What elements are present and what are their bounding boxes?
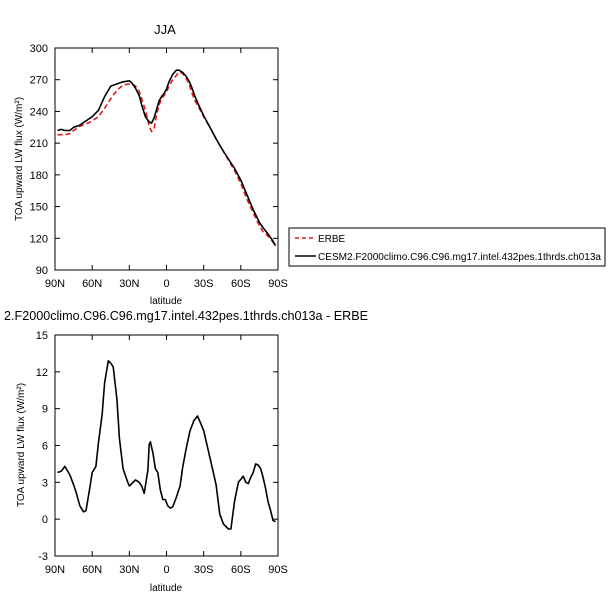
bottom-chart: 2.F2000climo.C96.C96.mg17.intel.432pes.1…	[4, 308, 368, 594]
top-y-tick-label: 300	[30, 43, 48, 55]
bottom-x-tick-label: 30S	[194, 564, 214, 576]
bottom-x-axis: 90N 60N 30N 0 30S 60S 90S	[45, 335, 288, 576]
bottom-y-tick-label: -3	[38, 551, 48, 563]
top-chart-title: JJA	[154, 22, 176, 37]
bottom-y-tick-label: 9	[42, 404, 48, 416]
legend-frame	[288, 227, 606, 267]
bottom-chart-title: 2.F2000climo.C96.C96.mg17.intel.432pes.1…	[4, 308, 368, 323]
top-x-tick-label: 0	[163, 278, 169, 290]
top-x-tick-label: 60S	[231, 278, 251, 290]
bottom-y-axis-label: TOA upward LW flux (W/m²)	[16, 383, 27, 507]
top-series-line-1	[57, 69, 277, 247]
bottom-series-line-0	[57, 359, 276, 530]
top-y-tick-label: 210	[30, 138, 48, 150]
top-y-tick-label: 180	[30, 170, 48, 182]
top-y-tick-label: 150	[30, 202, 48, 214]
top-series-line-0	[57, 71, 277, 247]
bottom-y-tick-label: 6	[42, 441, 48, 453]
top-x-axis: 90N 60N 30N 0 30S 60S 90S	[45, 48, 288, 290]
bottom-x-axis-label: latitude	[150, 583, 183, 594]
top-y-axis-label: TOA upward LW flux (W/m²)	[14, 97, 25, 221]
bottom-x-tick-label: 90N	[45, 564, 65, 576]
top-x-tick-label: 90S	[268, 278, 288, 290]
bottom-x-tick-label: 0	[163, 564, 169, 576]
top-y-tick-label: 120	[30, 233, 48, 245]
top-x-tick-label: 30S	[194, 278, 214, 290]
bottom-x-tick-label: 30N	[119, 564, 139, 576]
bottom-series-group	[57, 359, 276, 530]
top-x-axis-label: latitude	[150, 296, 183, 307]
top-plot-frame	[54, 47, 279, 271]
bottom-x-tick-label: 90S	[268, 564, 288, 576]
bottom-x-tick-label: 60S	[231, 564, 251, 576]
legend: ERBE CESM2.F2000climo.C96.C96.mg17.intel…	[288, 227, 606, 267]
top-y-axis: 90 120 150 180 210 240 270 300	[30, 43, 278, 277]
top-x-tick-label: 60N	[82, 278, 102, 290]
bottom-x-tick-label: 60N	[82, 564, 102, 576]
top-y-tick-label: 270	[30, 75, 48, 87]
bottom-y-tick-label: 12	[36, 367, 48, 379]
bottom-y-axis: -3 0 3 6 9 12 15	[36, 330, 278, 563]
bottom-y-tick-label: 0	[42, 514, 48, 526]
top-series-group	[57, 69, 277, 247]
legend-label-erbe: ERBE	[318, 234, 346, 245]
bottom-y-tick-label: 15	[36, 330, 48, 342]
top-chart: JJA 90N 60N 30N 0 30S 60S 90S 90 120 150 180 210 24…	[14, 22, 288, 307]
bottom-y-tick-label: 3	[42, 477, 48, 489]
legend-label-cesm2: CESM2.F2000climo.C96.C96.mg17.intel.432p…	[318, 252, 601, 263]
top-x-tick-label: 90N	[45, 278, 65, 290]
bottom-plot-frame	[54, 334, 279, 557]
top-y-tick-label: 240	[30, 106, 48, 118]
top-x-tick-label: 30N	[119, 278, 139, 290]
top-y-tick-label: 90	[36, 265, 48, 277]
